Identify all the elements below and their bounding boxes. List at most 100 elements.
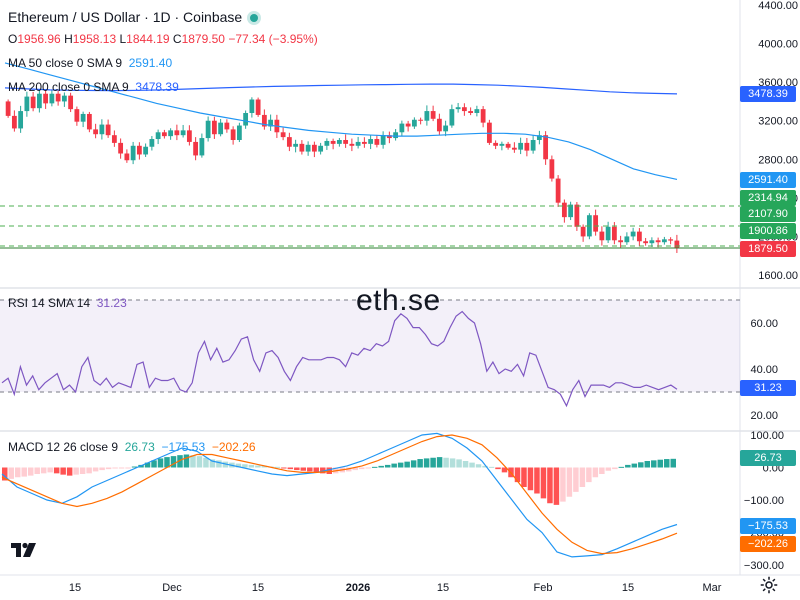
- candle-body: [549, 159, 555, 179]
- price-tick-label: 1600.00: [758, 270, 798, 282]
- candle-body: [186, 130, 192, 142]
- candle-body: [618, 240, 624, 243]
- candle-body: [574, 204, 580, 227]
- macd-histogram-bar: [618, 466, 625, 468]
- candle-body: [11, 115, 17, 129]
- candle-body: [605, 226, 611, 241]
- macd-histogram-bar: [410, 460, 417, 468]
- candle-body: [461, 107, 467, 112]
- macd-legend[interactable]: MACD 12 26 close 9 26.73 −175.53 −202.26: [8, 440, 256, 454]
- price-pane[interactable]: [0, 62, 740, 253]
- candle-body: [93, 129, 99, 135]
- macd-signal-value: −202.26: [211, 440, 256, 454]
- macd-histogram-bar: [34, 467, 40, 474]
- macd-histogram-bar: [488, 466, 495, 468]
- candle-body: [130, 145, 136, 161]
- candle-body: [280, 132, 286, 138]
- candle-body: [405, 123, 411, 127]
- candle-body: [386, 135, 392, 139]
- macd-hist-value: 26.73: [124, 440, 155, 454]
- change-value: −77.34 (−3.95%): [228, 32, 318, 46]
- macd-histogram-bar: [190, 455, 196, 468]
- candle-body: [330, 140, 336, 144]
- candle-body: [480, 109, 486, 123]
- candle-body: [168, 130, 174, 137]
- candle-body: [243, 113, 249, 126]
- macd-histogram-bar: [157, 458, 164, 468]
- macd-histogram-bar: [307, 467, 313, 472]
- macd-histogram-bar: [560, 467, 566, 502]
- ma200-legend[interactable]: MA 200 close 0 SMA 9 3478.39: [8, 80, 179, 94]
- candle-body: [643, 241, 649, 244]
- macd-histogram-bar: [125, 467, 131, 469]
- candle-body: [149, 139, 155, 147]
- macd-line-value: −175.53: [161, 440, 206, 454]
- candle-body: [199, 138, 205, 156]
- candle-body: [30, 96, 36, 109]
- candle-body: [211, 120, 217, 135]
- gear-icon[interactable]: [760, 576, 778, 594]
- candle-body: [61, 95, 67, 102]
- candle-body: [674, 240, 680, 249]
- macd-histogram-bar: [527, 467, 534, 491]
- candle-body: [511, 147, 517, 150]
- macd-histogram-bar: [281, 467, 287, 469]
- candle-body: [505, 143, 511, 148]
- macd-histogram-bar: [345, 467, 352, 472]
- macd-histogram-bar: [566, 467, 573, 497]
- rsi-tick-label: 60.00: [750, 318, 778, 330]
- candle-body: [630, 231, 636, 237]
- macd-histogram-bar: [417, 459, 423, 468]
- high-label: H: [64, 32, 73, 46]
- candle-body: [49, 93, 55, 104]
- tradingview-logo-icon[interactable]: [10, 540, 38, 560]
- macd-histogram-bar: [449, 458, 456, 468]
- candle-body: [293, 143, 299, 147]
- candle-body: [374, 139, 380, 145]
- macd-histogram-bar: [514, 467, 521, 483]
- macd-histogram-bar: [79, 467, 86, 474]
- macd-histogram-bar: [579, 467, 586, 487]
- candle-body: [518, 142, 524, 150]
- macd-pane[interactable]: [1, 432, 678, 558]
- candle-body: [368, 139, 374, 144]
- candle-body: [111, 135, 117, 143]
- candle-body: [593, 215, 599, 232]
- chart-title-row: Ethereum / US Dollar · 1D · Coinbase: [8, 9, 259, 25]
- chart-title: Ethereum / US Dollar · 1D · Coinbase: [8, 9, 243, 25]
- candle-body: [449, 109, 455, 126]
- macd-histogram-bar: [586, 467, 592, 483]
- candle-body: [474, 109, 480, 113]
- time-tick-label: 2026: [346, 582, 370, 594]
- candle-body: [236, 125, 242, 140]
- rsi-badge: 31.23: [740, 380, 796, 396]
- candle-body: [318, 145, 324, 152]
- candle-body: [418, 119, 424, 121]
- macd-histogram-bar: [313, 467, 320, 473]
- rsi-pane[interactable]: [0, 299, 740, 408]
- candle-body: [68, 95, 74, 110]
- macd-histogram-bar: [430, 457, 436, 468]
- macd-line: [1, 432, 678, 558]
- macd-histogram-bar: [371, 466, 378, 468]
- close-value: 1879.50: [181, 32, 225, 46]
- macd-histogram-bar: [164, 457, 170, 468]
- candle-body: [255, 99, 261, 115]
- macd-histogram-bar: [404, 461, 410, 468]
- macd-tick-label: −300.00: [744, 560, 784, 572]
- candle-body: [524, 142, 530, 151]
- macd-histogram-bar: [40, 467, 47, 474]
- macd-histogram-bar: [86, 467, 92, 474]
- macd-histogram-bar: [99, 467, 105, 471]
- candle-body: [193, 141, 199, 156]
- macd-line-badge: −175.53: [740, 518, 796, 534]
- candle-body: [180, 130, 186, 136]
- candle-body: [649, 240, 655, 244]
- candle-body: [161, 132, 167, 137]
- ma50-legend[interactable]: MA 50 close 0 SMA 9 2591.40: [8, 56, 172, 70]
- rsi-legend[interactable]: RSI 14 SMA 14 31.23: [8, 296, 127, 310]
- candle-body: [436, 118, 442, 132]
- macd-histogram-bar: [670, 458, 676, 468]
- macd-histogram-bar: [274, 466, 281, 468]
